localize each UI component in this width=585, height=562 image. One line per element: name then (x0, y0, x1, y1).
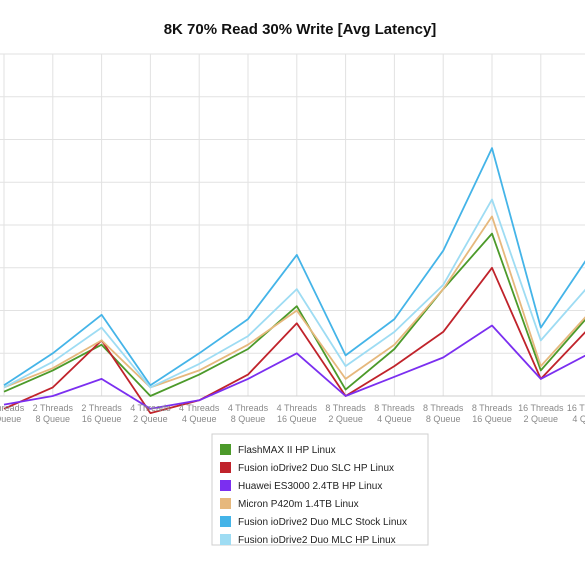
x-tick-line-1: 4 Threads (130, 403, 171, 413)
x-tick-line-1: 2 Threads (0, 403, 25, 413)
series-lines (3, 147, 585, 415)
x-tick-label: 8 Threads 8 Queue (423, 403, 464, 424)
x-tick-line-1: 4 Threads (179, 403, 220, 413)
legend-swatch (220, 534, 231, 545)
series-line-5 (3, 147, 585, 387)
x-tick-label: 4 Threads 4 Queue (179, 403, 220, 424)
x-tick-line-2: 4 Queue (572, 414, 585, 424)
x-tick-label: 2 Threads 16 Queue (81, 403, 122, 424)
x-tick-line-1: 4 Threads (277, 403, 318, 413)
x-tick-line-2: 8 Queue (36, 414, 71, 424)
x-tick-label: 8 Threads 2 Queue (325, 403, 366, 424)
x-tick-line-2: 16 Queue (472, 414, 512, 424)
series-line-1 (3, 232, 585, 397)
x-tick-line-1: 4 Threads (228, 403, 269, 413)
legend-label: Fusion ioDrive2 Duo SLC HP Linux (238, 463, 394, 474)
x-tick-label: 4 Threads 8 Queue (228, 403, 269, 424)
x-tick-line-1: 8 Threads (423, 403, 464, 413)
legend-swatch (220, 444, 231, 455)
series-line-6 (3, 198, 585, 389)
x-tick-line-1: 8 Threads (374, 403, 415, 413)
x-tick-line-1: 8 Threads (472, 403, 513, 413)
grid (0, 53, 585, 397)
legend-label: Micron P420m 1.4TB Linux (238, 499, 359, 510)
x-tick-line-2: 4 Queue (377, 414, 412, 424)
legend-label: Fusion ioDrive2 Duo MLC HP Linux (238, 535, 396, 546)
chart-title: 8K 70% Read 30% Write [Avg Latency] (164, 21, 437, 38)
x-tick-label: 8 Threads 4 Queue (374, 403, 415, 424)
series-line-4 (3, 215, 585, 389)
x-tick-line-1: 16 Threads (567, 403, 585, 413)
x-tick-label: 4 Threads 16 Queue (277, 403, 318, 424)
x-tick-line-1: 16 Threads (518, 403, 564, 413)
legend-label: FlashMAX II HP Linux (238, 445, 336, 456)
x-tick-line-2: 16 Queue (277, 414, 317, 424)
series-line-2 (3, 266, 585, 415)
legend-swatch (220, 516, 231, 527)
x-tick-label: 2 Threads 8 Queue (33, 403, 74, 424)
x-tick-line-2: 2 Queue (133, 414, 168, 424)
legend-swatch (220, 480, 231, 491)
x-tick-line-2: 8 Queue (231, 414, 266, 424)
legend-swatch (220, 462, 231, 473)
legend: FlashMAX II HP Linux Fusion ioDrive2 Duo … (211, 433, 429, 546)
x-tick-label: 8 Threads 16 Queue (472, 403, 513, 424)
x-tick-line-2: 2 Queue (328, 414, 363, 424)
x-tick-line-2: 4 Queue (0, 414, 21, 424)
x-tick-line-2: 8 Queue (426, 414, 461, 424)
x-tick-label: 4 Threads 2 Queue (130, 403, 171, 424)
x-tick-line-2: 4 Queue (182, 414, 217, 424)
x-tick-label: 16 Threads 2 Queue (518, 403, 564, 424)
x-tick-line-1: 2 Threads (33, 403, 74, 413)
x-tick-line-1: 2 Threads (81, 403, 122, 413)
x-tick-line-2: 16 Queue (82, 414, 122, 424)
legend-label: Fusion ioDrive2 Duo MLC Stock Linux (238, 517, 407, 528)
legend-swatch (220, 498, 231, 509)
legend-label: Huawei ES3000 2.4TB HP Linux (238, 481, 382, 492)
x-tick-line-2: 2 Queue (524, 414, 559, 424)
legend-box (211, 433, 429, 546)
series-line-3 (3, 324, 585, 410)
x-tick-line-1: 8 Threads (325, 403, 366, 413)
